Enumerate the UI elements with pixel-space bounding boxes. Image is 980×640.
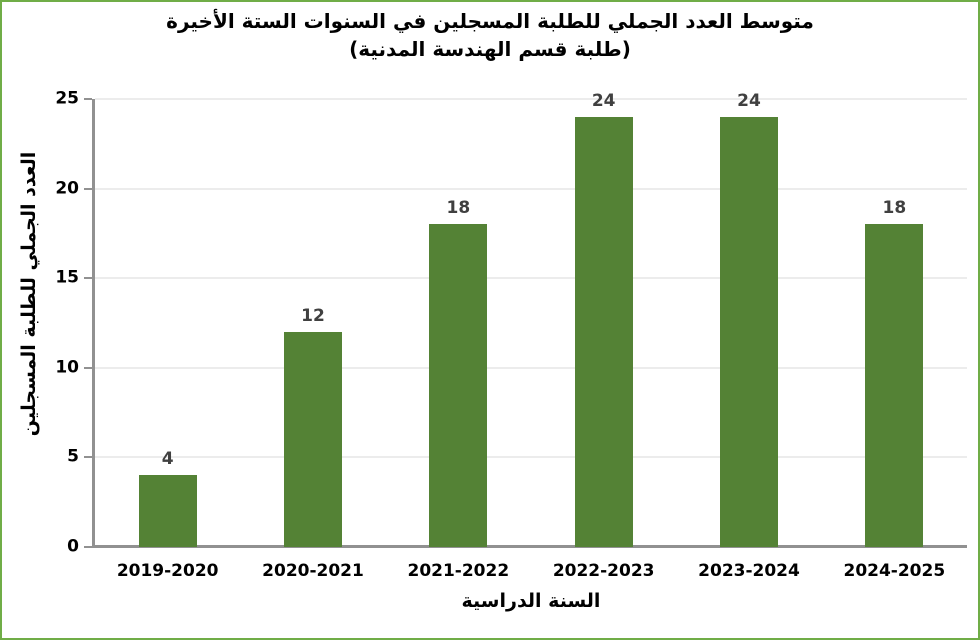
bar xyxy=(720,116,778,547)
y-tick-label: 15 xyxy=(55,267,79,288)
category-label: 2019-2020 xyxy=(116,561,219,581)
y-axis-line xyxy=(92,99,95,548)
x-axis-line xyxy=(92,545,967,548)
category-label: 2021-2022 xyxy=(407,561,510,581)
value-label: 12 xyxy=(301,305,325,326)
y-axis-tick xyxy=(84,277,92,280)
y-tick-label: 20 xyxy=(55,178,79,199)
plot-area: 0 5 10 15 20 25 4 2019-2020 12 2020-2021 18 2021-20… xyxy=(55,90,967,581)
gridline xyxy=(95,98,967,100)
category-label: 2022-2023 xyxy=(552,561,655,581)
bar xyxy=(429,224,488,547)
gridline xyxy=(95,188,967,190)
chart-title: متوسط العدد الجملي للطلبة المسجلين في ال… xyxy=(2,7,978,63)
y-axis-tick xyxy=(84,187,92,190)
y-tick-label: 5 xyxy=(67,446,79,467)
y-tick-label: 0 xyxy=(67,536,79,557)
category-label: 2020-2021 xyxy=(262,561,364,581)
bar xyxy=(574,116,633,547)
y-axis-tick xyxy=(84,456,92,459)
bar xyxy=(284,331,342,547)
y-axis-tick xyxy=(84,366,92,369)
value-label: 24 xyxy=(737,90,761,111)
value-label: 18 xyxy=(446,198,471,219)
x-axis-title: السنة الدراسية xyxy=(461,590,601,612)
y-axis-tick xyxy=(84,546,92,548)
y-tick-label: 25 xyxy=(55,88,79,109)
category-label: 2024-2025 xyxy=(843,561,946,581)
gridline xyxy=(95,277,967,279)
y-axis-title: العدد الجملي للطلبة المسجلين xyxy=(18,151,40,437)
gridline xyxy=(95,456,967,458)
y-tick-label: 10 xyxy=(55,357,79,378)
category-label: 2023-2024 xyxy=(698,561,800,581)
gridline xyxy=(95,367,967,369)
bar xyxy=(138,475,197,547)
chart-title-line-1: متوسط العدد الجملي للطلبة المسجلين في ال… xyxy=(166,9,814,33)
value-label: 18 xyxy=(882,198,907,219)
value-label: 24 xyxy=(591,90,616,111)
chart-title-line-2: (طلبة قسم الهندسة المدنية) xyxy=(349,37,631,61)
value-label: 4 xyxy=(161,449,174,470)
y-axis-tick xyxy=(84,98,92,100)
bar xyxy=(865,224,924,547)
